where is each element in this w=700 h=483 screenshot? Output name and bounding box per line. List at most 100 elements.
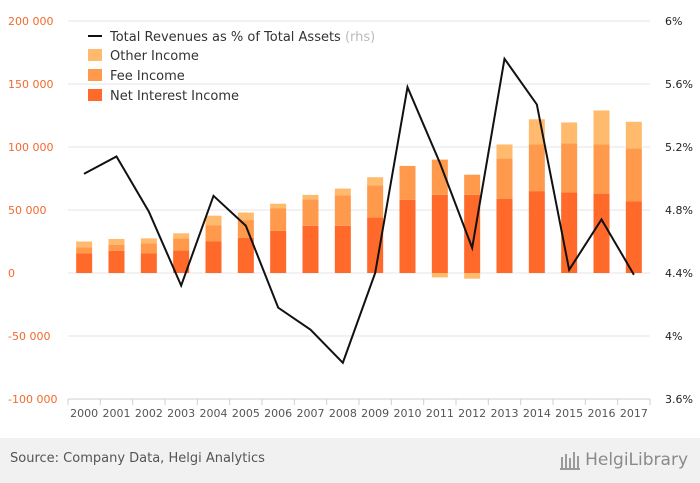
x-tick-label: 2002 xyxy=(135,407,163,420)
line-point-2003 xyxy=(180,285,182,287)
chart-canvas: -100 000 -50 000 0 50 000 100 000 150 000 200 … xyxy=(8,15,693,420)
bar-fee-income-2014 xyxy=(528,144,545,192)
x-tick-label: 2009 xyxy=(361,407,389,420)
bar-other-income-2001 xyxy=(108,238,125,245)
line-point-2000 xyxy=(83,173,85,175)
bar-net-interest-income-2010 xyxy=(399,199,416,273)
line-point-2011 xyxy=(439,162,441,164)
x-tick-label: 2014 xyxy=(523,407,551,420)
line-point-2013 xyxy=(504,58,505,60)
line-point-2004 xyxy=(213,195,214,197)
x-tick-label: 2007 xyxy=(297,407,325,420)
x-tick-label: 2006 xyxy=(264,407,292,420)
line-total-revenues-pct-assets xyxy=(83,56,635,365)
y-right-tick-label: 5.6% xyxy=(665,78,693,91)
bar-fee-income-2011 xyxy=(431,159,448,195)
x-tick-label: 2017 xyxy=(620,407,648,420)
line-point-2015 xyxy=(568,269,570,271)
x-tick-label: 2001 xyxy=(103,407,131,420)
y-left-tick-label: 150 000 xyxy=(8,78,54,91)
bar-net-interest-income-2000 xyxy=(76,253,93,273)
logo-text: HelgiLibrary xyxy=(585,450,688,470)
y-left-tick-label: 200 000 xyxy=(8,15,54,28)
x-tick-label: 2016 xyxy=(588,407,616,420)
bar-net-interest-income-2013 xyxy=(496,198,513,273)
bar-other-income-2008 xyxy=(334,188,351,196)
line-point-2017 xyxy=(633,274,635,276)
x-tick-label: 2000 xyxy=(70,407,98,420)
bar-net-interest-income-2009 xyxy=(367,217,384,273)
legend-swatch-other-income xyxy=(88,49,102,61)
bar-fee-income-2017 xyxy=(625,148,642,202)
bar-net-interest-income-2002 xyxy=(140,253,157,273)
bar-fee-income-2012 xyxy=(464,174,481,195)
bar-net-interest-income-2007 xyxy=(302,225,319,273)
y-right-tick-label: 5.2% xyxy=(665,141,693,154)
line-point-2001 xyxy=(116,155,117,157)
bar-net-interest-income-2008 xyxy=(334,225,351,273)
bar-net-interest-income-2001 xyxy=(108,250,125,273)
bar-fee-income-2013 xyxy=(496,158,513,199)
x-tick-label: 2011 xyxy=(426,407,454,420)
bar-other-income-2002 xyxy=(140,238,157,244)
y-right-tick-label: 4% xyxy=(665,330,682,343)
bar-fee-income-2016 xyxy=(593,144,610,194)
bar-net-interest-income-2006 xyxy=(270,230,287,273)
line-point-2016 xyxy=(601,218,602,220)
bar-net-interest-income-2005 xyxy=(237,237,254,273)
bar-fee-income-2009 xyxy=(367,185,384,218)
bar-net-interest-income-2003 xyxy=(173,250,190,273)
bar-other-income-2000 xyxy=(76,241,93,248)
y-right-tick-label: 4.4% xyxy=(665,267,693,280)
bar-other-income-2006 xyxy=(270,203,287,209)
x-tick-label: 2008 xyxy=(329,407,357,420)
footer: Source: Company Data, Helgi Analytics He… xyxy=(0,438,700,483)
revenue-ratio-line xyxy=(83,56,635,365)
line-point-2010 xyxy=(407,86,408,88)
bar-other-income-2013 xyxy=(496,144,513,159)
bar-fee-income-2010 xyxy=(399,165,416,200)
library-icon xyxy=(560,452,581,470)
bar-net-interest-income-2004 xyxy=(205,241,222,273)
bar-other-income-2016 xyxy=(593,110,610,145)
legend-label-line: Total Revenues as % of Total Assets (rhs… xyxy=(109,30,375,45)
bar-fee-income-2001 xyxy=(108,244,125,251)
legend-swatch-fee-income xyxy=(88,69,102,81)
x-tick-label: 2013 xyxy=(491,407,519,420)
y-left-tick-label: 0 xyxy=(8,267,15,280)
y-left-tick-label: 50 000 xyxy=(8,204,47,217)
y-left-tick-label: -50 000 xyxy=(8,330,50,343)
line-point-2005 xyxy=(245,225,247,227)
bar-net-interest-income-2017 xyxy=(625,201,642,273)
bar-other-income-2017 xyxy=(625,121,642,149)
legend-rhs-suffix: (rhs) xyxy=(345,30,375,45)
x-tick-label: 2012 xyxy=(458,407,486,420)
y-right-tick-label: 3.6% xyxy=(665,393,693,406)
legend-label-net-interest-income: Net Interest Income xyxy=(110,89,239,104)
bar-net-interest-income-2014 xyxy=(528,191,545,273)
line-point-2007 xyxy=(310,329,311,331)
bar-other-income-2009 xyxy=(367,177,384,186)
grid xyxy=(68,20,650,400)
bar-fee-income-2000 xyxy=(76,247,93,254)
bar-net-interest-income-2016 xyxy=(593,193,610,273)
bar-other-income-2011 xyxy=(431,273,448,278)
x-tick-label: 2015 xyxy=(555,407,583,420)
line-point-2012 xyxy=(471,247,473,249)
bar-other-income-2012 xyxy=(464,273,481,279)
bar-other-income-2015 xyxy=(561,122,578,144)
y-left-tick-label: -100 000 xyxy=(8,393,57,406)
source-note: Source: Company Data, Helgi Analytics xyxy=(10,451,265,466)
bar-fee-income-2003 xyxy=(173,238,190,251)
helgi-library-logo[interactable]: HelgiLibrary xyxy=(559,447,688,473)
bars xyxy=(76,110,642,279)
bar-fee-income-2008 xyxy=(334,195,351,226)
bar-fee-income-2005 xyxy=(237,220,254,238)
bar-other-income-2005 xyxy=(237,212,254,221)
bar-fee-income-2015 xyxy=(561,143,578,193)
legend: Total Revenues as % of Total Assets (rhs… xyxy=(88,30,375,104)
x-tick-label: 2010 xyxy=(394,407,422,420)
bar-net-interest-income-2011 xyxy=(431,194,448,273)
legend-label-other-income: Other Income xyxy=(110,49,199,64)
